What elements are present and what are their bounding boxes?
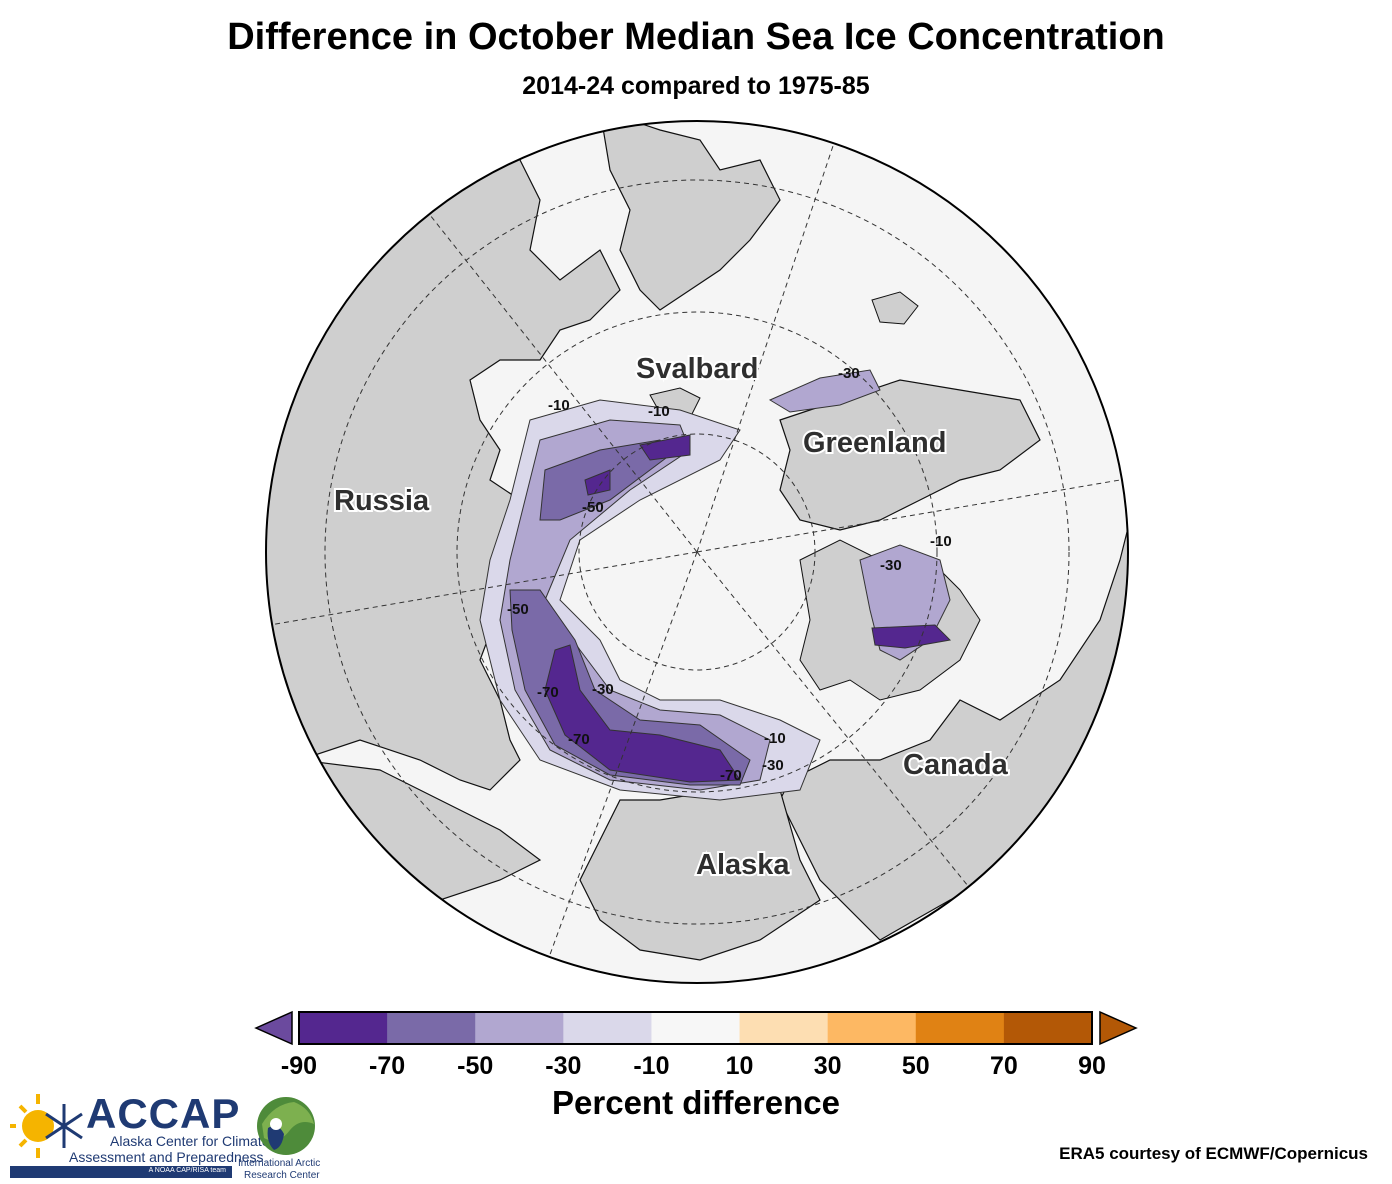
colorbar-tick-label: 10 xyxy=(725,1052,754,1080)
contour-greenland-sea-loss xyxy=(768,369,881,413)
colorbar-tick-label: -30 xyxy=(545,1052,582,1080)
region-label-greenland: Greenland xyxy=(803,427,946,459)
accap-tagline-bar: A NOAA CAP/RISA team xyxy=(10,1166,232,1178)
iarc-line1: International Arctic xyxy=(238,1158,321,1169)
contour-label: -70 xyxy=(720,767,742,784)
contour-label: -30 xyxy=(880,557,902,574)
contour-label: -50 xyxy=(507,601,529,618)
land-scandinavia xyxy=(599,121,781,311)
data-credit: ERA5 courtesy of ECMWF/Copernicus xyxy=(1059,1144,1368,1163)
colorbar-tick-label: 30 xyxy=(813,1052,842,1080)
colorbar-segment xyxy=(651,1012,741,1044)
region-label-alaska: Alaska xyxy=(696,849,790,881)
colorbar-tick-label: -70 xyxy=(369,1052,406,1080)
polar-map: -10 -30 -50 -50 -70 -30 -70 -10 -30 -70 … xyxy=(265,120,1129,984)
colorbar-over-arrow xyxy=(1099,1010,1138,1046)
contour-label: -30 xyxy=(592,681,614,698)
accap-line1: Alaska Center for Climate xyxy=(110,1133,270,1149)
colorbar-tick-label: -10 xyxy=(633,1052,670,1080)
colorbar-segment xyxy=(739,1012,829,1044)
colorbar-title: Percent difference xyxy=(552,1084,840,1121)
map-subtitle: 2014-24 compared to 1975-85 xyxy=(522,72,870,100)
land-iceland xyxy=(871,291,919,325)
colorbar-segment xyxy=(827,1012,917,1044)
colorbar-segment xyxy=(475,1012,564,1044)
accap-logo-text: ACCAP xyxy=(86,1090,241,1137)
colorbar-segment xyxy=(299,1012,388,1044)
colorbar-segment xyxy=(915,1012,1005,1044)
colorbar-under-arrow xyxy=(254,1010,293,1046)
map-title: Difference in October Median Sea Ice Con… xyxy=(227,16,1165,58)
contour-label: -10 xyxy=(548,397,570,414)
contour-label: -70 xyxy=(537,684,559,701)
accap-tagline: A NOAA CAP/RISA team xyxy=(148,1167,226,1174)
colorbar-tick-label: -50 xyxy=(457,1052,494,1080)
contour-label: -10 xyxy=(648,403,670,420)
region-label-canada: Canada xyxy=(903,749,1009,781)
region-label-russia: Russia xyxy=(334,485,430,517)
accap-line2: Assessment and Preparedness xyxy=(69,1149,264,1165)
contour-label: -10 xyxy=(930,533,952,550)
colorbar-tick-label: 50 xyxy=(901,1052,930,1080)
land-greenland xyxy=(779,379,1041,531)
colorbar-tick-label: -90 xyxy=(280,1052,318,1080)
colorbar xyxy=(254,1010,1138,1046)
colorbar-frame xyxy=(298,1011,1093,1045)
colorbar-tick-label: 70 xyxy=(989,1052,1018,1080)
colorbar-tick-label: 90 xyxy=(1078,1052,1106,1080)
iarc-line2: Research Center xyxy=(244,1170,320,1181)
contour-canada-loss-deep xyxy=(871,624,952,649)
colorbar-segment xyxy=(387,1012,476,1044)
contour-label: -30 xyxy=(762,757,784,774)
contour-label: -30 xyxy=(838,365,860,382)
iarc-globe-icon xyxy=(257,1097,315,1155)
colorbar-segment xyxy=(1003,1012,1093,1044)
contour-label: -70 xyxy=(568,731,590,748)
graticule xyxy=(269,139,1121,961)
region-label-svalbard: Svalbard xyxy=(636,353,759,385)
map-outline xyxy=(265,120,1129,984)
accap-sun-snowflake-icon xyxy=(10,1094,83,1158)
colorbar-segment xyxy=(563,1012,652,1044)
contour-label: -10 xyxy=(764,730,786,747)
contour-minus-70 xyxy=(544,434,741,783)
contour-label: -50 xyxy=(582,499,604,516)
